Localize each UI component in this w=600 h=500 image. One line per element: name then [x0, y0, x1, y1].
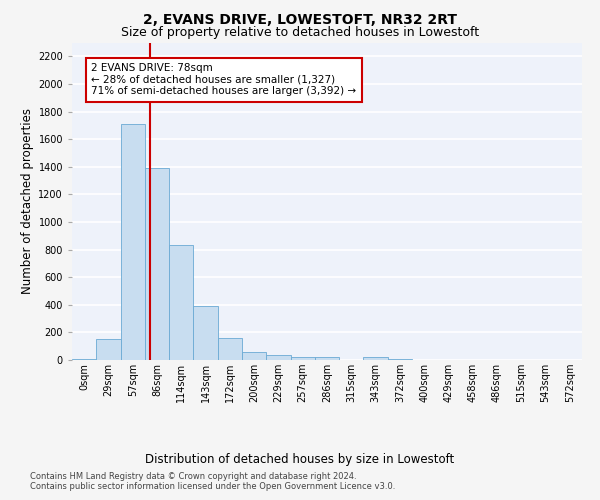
Bar: [242, 352, 266, 360]
Bar: [121, 124, 145, 360]
Text: Distribution of detached houses by size in Lowestoft: Distribution of detached houses by size …: [145, 454, 455, 466]
Bar: [388, 358, 412, 360]
Bar: [364, 357, 388, 360]
Bar: [315, 356, 339, 360]
Text: 2 EVANS DRIVE: 78sqm
← 28% of detached houses are smaller (1,327)
71% of semi-de: 2 EVANS DRIVE: 78sqm ← 28% of detached h…: [91, 63, 356, 96]
Bar: [145, 168, 169, 360]
Y-axis label: Number of detached properties: Number of detached properties: [21, 108, 34, 294]
Bar: [218, 338, 242, 360]
Text: Contains public sector information licensed under the Open Government Licence v3: Contains public sector information licen…: [30, 482, 395, 491]
Bar: [169, 246, 193, 360]
Text: Size of property relative to detached houses in Lowestoft: Size of property relative to detached ho…: [121, 26, 479, 39]
Bar: [266, 355, 290, 360]
Bar: [193, 306, 218, 360]
Bar: [72, 358, 96, 360]
Bar: [290, 356, 315, 360]
Text: 2, EVANS DRIVE, LOWESTOFT, NR32 2RT: 2, EVANS DRIVE, LOWESTOFT, NR32 2RT: [143, 12, 457, 26]
Text: Contains HM Land Registry data © Crown copyright and database right 2024.: Contains HM Land Registry data © Crown c…: [30, 472, 356, 481]
Bar: [96, 338, 121, 360]
